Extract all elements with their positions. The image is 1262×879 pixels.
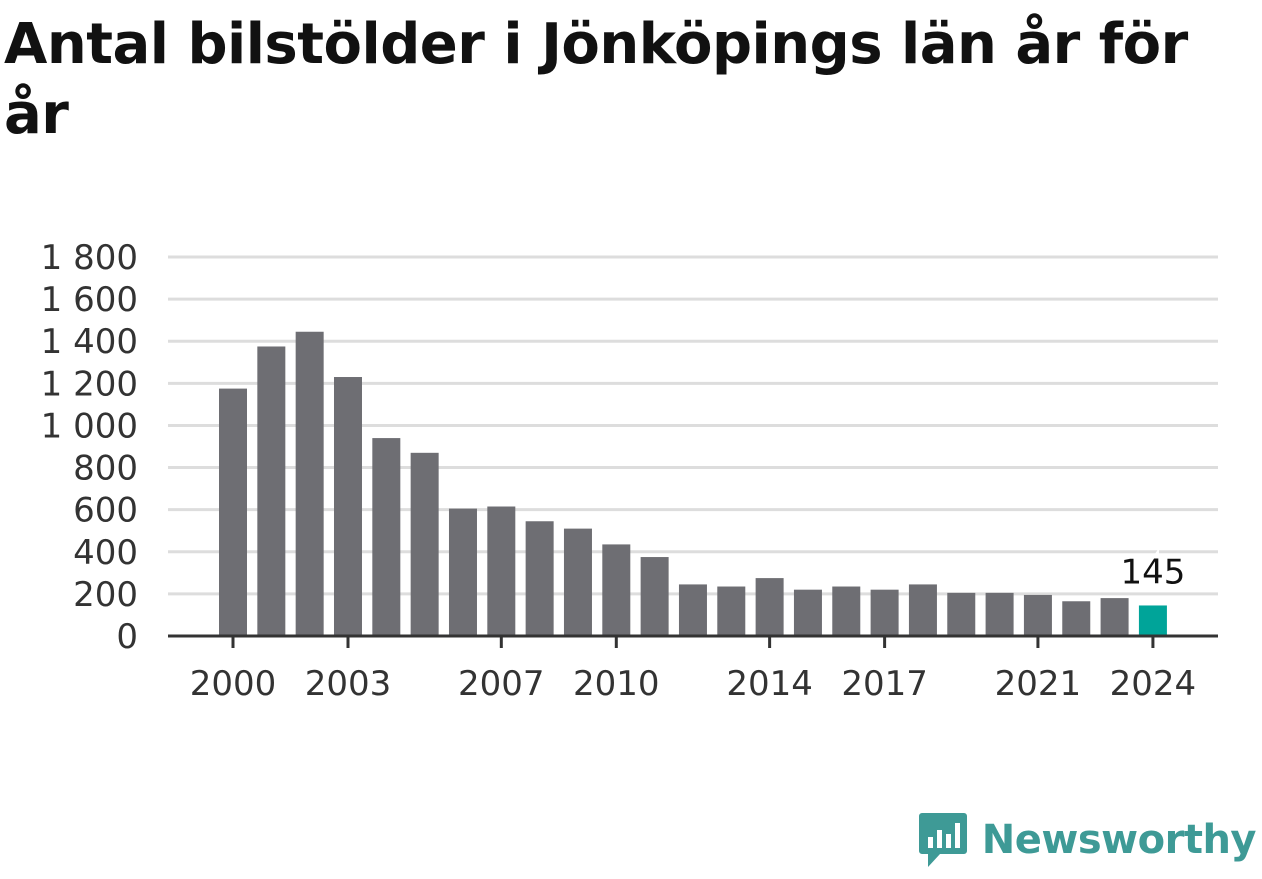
bar-2023 [1100, 598, 1129, 636]
y-tick-label: 400 [73, 533, 138, 573]
y-tick-label: 1 600 [41, 280, 138, 320]
bar-2024 [1138, 605, 1167, 636]
x-tick-label: 2010 [573, 664, 660, 704]
bar-2012 [678, 584, 707, 636]
y-tick-label: 200 [73, 575, 138, 615]
bar-2020 [985, 592, 1014, 636]
chart-title: Antal bilstölder i Jönköpings län år för… [4, 12, 1188, 147]
bars [219, 331, 1167, 636]
brand-name: Newsworthy [981, 817, 1257, 863]
bar-2009 [563, 528, 592, 636]
bar-2018 [908, 584, 937, 636]
bar-2005 [410, 452, 439, 636]
x-tick-label: 2003 [305, 664, 392, 704]
x-axis: 2000 2003 2007 2010 2014 2017 2021 2024 [168, 634, 1218, 704]
y-tick-label: 1 200 [41, 364, 138, 404]
bar-2010 [602, 544, 631, 636]
bar-2011 [640, 557, 669, 636]
bar-2013 [717, 586, 746, 636]
y-tick-label: 600 [73, 491, 138, 531]
bar-2014 [755, 578, 784, 636]
bar-2003 [333, 377, 362, 636]
x-tick-label: 2014 [726, 664, 813, 704]
newsworthy-logo-icon [918, 813, 967, 867]
bar-2004 [372, 438, 401, 636]
x-tick-label: 2021 [995, 664, 1082, 704]
bar-2006 [448, 508, 477, 636]
y-tick-label: 1 000 [41, 406, 138, 446]
newsworthy-brand: Newsworthy [918, 811, 1257, 869]
y-tick-label: 0 [116, 617, 138, 657]
bar-2007 [487, 506, 516, 636]
y-tick-label: 800 [73, 449, 138, 489]
bar-2016 [832, 586, 861, 636]
bar-2017 [870, 589, 899, 636]
bar-2021 [1023, 594, 1052, 636]
x-tick-label: 2000 [190, 664, 277, 704]
x-tick-label: 2017 [841, 664, 928, 704]
bar-2001 [257, 346, 286, 636]
x-tick-label: 2024 [1110, 664, 1197, 704]
data-labels: 145 [1116, 548, 1189, 596]
x-tick-label: 2007 [458, 664, 545, 704]
y-tick-label: 1 800 [41, 238, 138, 278]
bar-2002 [295, 331, 324, 636]
bar-2022 [1062, 601, 1091, 636]
bar-2008 [525, 521, 554, 636]
bar-2015 [793, 589, 822, 636]
gridlines [168, 255, 1218, 596]
y-tick-label: 1 400 [41, 322, 138, 362]
bar-2019 [947, 592, 976, 636]
bar-2000 [219, 388, 247, 636]
data-label-2024: 145 [1120, 552, 1185, 592]
